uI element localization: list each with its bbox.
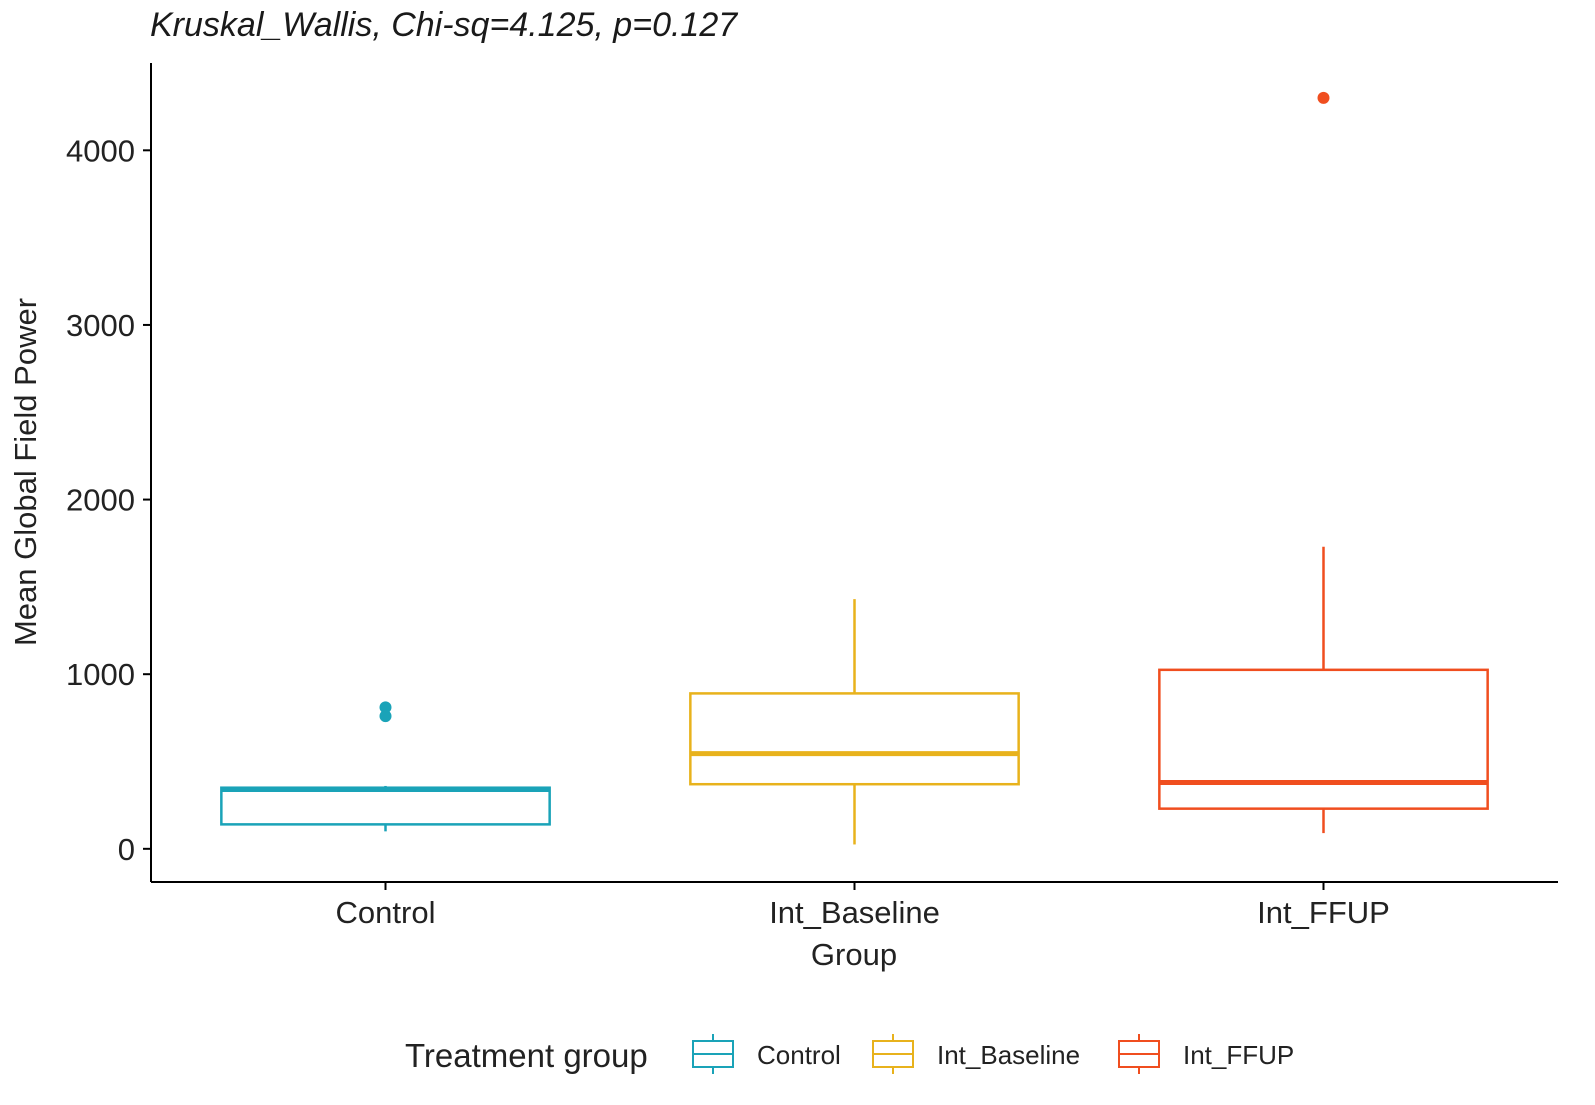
- chart-subtitle: Kruskal_Wallis, Chi-sq=4.125, p=0.127: [150, 6, 738, 44]
- outlier-point: [1317, 91, 1330, 104]
- y-tick-label: 4000: [66, 133, 135, 168]
- y-ticks: 0 1000 2000 3000 4000: [66, 133, 151, 867]
- x-axis-title: Group: [811, 937, 897, 972]
- box-iqr: [689, 692, 1020, 786]
- legend-entry: Control: [692, 1034, 841, 1074]
- outlier-point: [379, 710, 392, 723]
- legend-label: Int_FFUP: [1183, 1040, 1294, 1070]
- y-axis-title: Mean Global Field Power: [8, 298, 43, 646]
- legend-entry: Int_Baseline: [872, 1034, 1080, 1074]
- legend-entries: Control Int_Baseline Int_FFUP: [692, 1034, 1294, 1074]
- legend: Treatment group Control Int_Baseline Int_F…: [405, 1034, 1294, 1074]
- y-tick-label: 0: [118, 832, 135, 867]
- box-control: [220, 701, 551, 832]
- outlier-point: [379, 701, 392, 714]
- y-tick-label: 3000: [66, 308, 135, 343]
- plot-area: 0 1000 2000 3000 4000 Control Int_Baseline Int…: [66, 63, 1558, 930]
- x-tick-label: Int_FFUP: [1257, 895, 1390, 930]
- legend-label: Control: [757, 1040, 841, 1070]
- x-tick-label: Int_Baseline: [769, 895, 940, 930]
- y-tick-label: 1000: [66, 657, 135, 692]
- boxes: [220, 91, 1489, 845]
- box-iqr: [1158, 668, 1489, 810]
- legend-title: Treatment group: [405, 1037, 648, 1074]
- box-int-ffup: [1158, 91, 1489, 834]
- box-int-baseline: [689, 599, 1020, 845]
- x-tick-label: Control: [336, 895, 436, 930]
- box-iqr: [220, 786, 551, 826]
- y-tick-label: 2000: [66, 483, 135, 518]
- x-ticks: Control Int_Baseline Int_FFUP: [336, 882, 1390, 930]
- legend-entry: Int_FFUP: [1118, 1034, 1294, 1074]
- legend-label: Int_Baseline: [937, 1040, 1080, 1070]
